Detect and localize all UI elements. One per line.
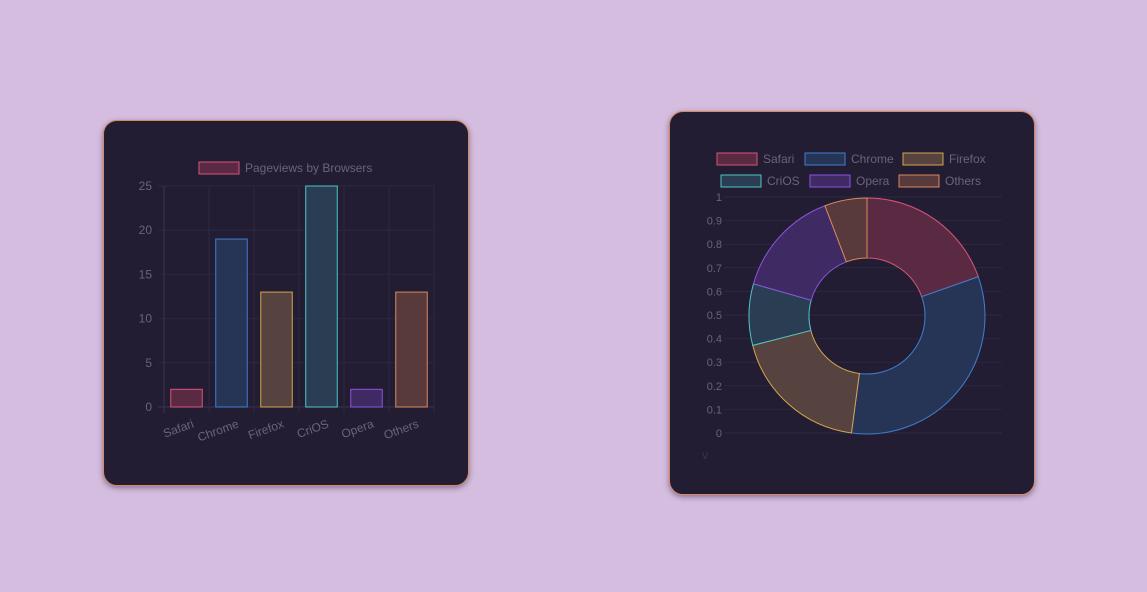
bar-safari[interactable]: [170, 388, 203, 408]
donut-legend-swatch: [804, 152, 846, 166]
bar-y-tick-label: 5: [145, 356, 152, 370]
donut-y-tick-label: 0.2: [707, 381, 722, 393]
donut-legend-item-chrome[interactable]: Chrome: [804, 152, 894, 166]
donut-y-tick-label: 0.9: [707, 216, 722, 228]
bar-legend-label: Pageviews by Browsers: [245, 161, 372, 175]
bar-x-tick-label: Opera: [339, 417, 375, 442]
donut-legend-swatch: [902, 152, 944, 166]
donut-y-tick-label: 1: [716, 192, 722, 204]
bar-y-tick-label: 20: [139, 223, 153, 237]
bar-others[interactable]: [395, 291, 428, 408]
donut-legend-item-firefox[interactable]: Firefox: [902, 152, 986, 166]
donut-legend-label: Others: [945, 174, 981, 188]
donut-slice-safari[interactable]: [866, 197, 979, 298]
donut-legend-swatch: [809, 174, 851, 188]
donut-legend-label: Opera: [856, 174, 890, 188]
stray-mark: v: [702, 448, 708, 462]
bar-gridlines: [158, 185, 435, 413]
bar-x-tick-label: CriOS: [295, 417, 330, 441]
bar-firefox[interactable]: [260, 291, 293, 408]
donut-slices: [748, 197, 986, 435]
bar-y-tick-label: 25: [139, 179, 153, 193]
bar-y-axis: 0 5 10 15 20 25: [139, 179, 153, 414]
donut-y-tick-label: 0.1: [707, 404, 722, 416]
donut-y-tick-label: 0.6: [707, 286, 722, 298]
bar-y-tick-label: 0: [145, 400, 152, 414]
bar-crios[interactable]: [305, 185, 338, 408]
bar-opera[interactable]: [350, 388, 383, 408]
donut-chart-card: Safari Chrome Firefox CriOS Opera Others 1 0.9…: [669, 111, 1035, 495]
donut-y-tick-label: 0.5: [707, 310, 722, 322]
bar-chrome[interactable]: [215, 238, 248, 408]
donut-legend-item-crios[interactable]: CriOS: [720, 174, 800, 188]
donut-legend-item-safari[interactable]: Safari: [716, 152, 794, 166]
donut-legend-label: Safari: [763, 152, 794, 166]
donut-y-tick-label: 0.3: [707, 357, 722, 369]
donut-legend-swatch: [720, 174, 762, 188]
bar-x-tick-label: Chrome: [196, 417, 241, 445]
donut-legend-label: Firefox: [949, 152, 986, 166]
bar-chart-card: Pageviews by Browsers 0 5 10 15 20 25 Safari C…: [103, 120, 469, 486]
bar-x-axis: Safari Chrome Firefox CriOS Opera Others: [161, 417, 420, 445]
bar-y-tick-label: 15: [139, 267, 153, 281]
bar-x-tick-label: Firefox: [246, 417, 285, 443]
bar-x-tick-label: Safari: [161, 417, 195, 441]
bar-x-tick-label: Others: [382, 417, 421, 442]
donut-legend-swatch: [716, 152, 758, 166]
donut-y-axis: 1 0.9 0.8 0.7 0.6 0.5 0.4 0.3 0.2 0.1 0: [707, 192, 722, 440]
donut-legend: Safari Chrome Firefox CriOS Opera Others: [716, 152, 986, 188]
donut-legend-item-others[interactable]: Others: [898, 174, 981, 188]
donut-y-tick-label: 0.4: [707, 334, 722, 346]
donut-legend-swatch: [898, 174, 940, 188]
bar-legend[interactable]: Pageviews by Browsers: [198, 161, 372, 175]
donut-legend-label: Chrome: [851, 152, 894, 166]
donut-y-tick-label: 0.8: [707, 239, 722, 251]
donut-legend-label: CriOS: [767, 174, 800, 188]
donut-y-tick-label: 0.7: [707, 263, 722, 275]
donut-slice-others[interactable]: [824, 197, 868, 263]
donut-slice-chrome[interactable]: [850, 276, 986, 435]
donut-slice-firefox[interactable]: [752, 329, 860, 434]
donut-legend-item-opera[interactable]: Opera: [809, 174, 890, 188]
bar-series: [170, 185, 428, 408]
bar-y-tick-label: 10: [139, 312, 153, 326]
donut-chart: Safari Chrome Firefox CriOS Opera Others 1 0.9…: [702, 152, 1002, 462]
bar-legend-swatch: [198, 161, 240, 175]
donut-y-tick-label: 0: [716, 428, 722, 440]
